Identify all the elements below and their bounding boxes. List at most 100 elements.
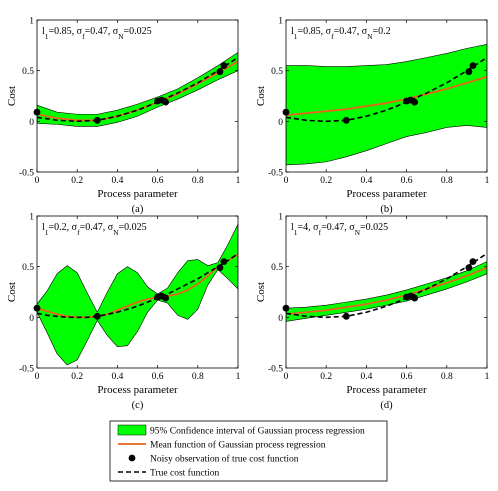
x-axis-label: Process parameter [97, 384, 178, 396]
x-tick-label: 0.2 [71, 176, 83, 186]
observation-point [411, 98, 419, 106]
observation-point [465, 264, 473, 272]
axes-box [36, 19, 239, 173]
y-tick-label: -0.5 [268, 365, 283, 375]
x-axis-label: Process parameter [346, 188, 427, 200]
observation-point [216, 264, 224, 272]
x-tick-label: 1 [236, 176, 241, 186]
observation-point [469, 62, 477, 69]
legend-item-mean: Mean function of Gaussian process regres… [118, 440, 326, 451]
panel-sublabel: (a) [132, 204, 144, 215]
observation-point [220, 62, 228, 69]
x-tick-label: 0 [284, 176, 289, 186]
x-tick-label: 0.8 [441, 372, 453, 382]
y-axis-label: Cost [6, 282, 18, 302]
legend-label: Mean function of Gaussian process regres… [150, 440, 326, 451]
legend-item-true: True cost function [118, 468, 220, 479]
x-tick-label: 0.6 [401, 176, 413, 186]
y-tick-label: 1 [278, 17, 283, 27]
confidence-band [37, 52, 238, 127]
y-tick-label: 0 [29, 118, 34, 128]
x-tick-label: 0 [35, 176, 40, 186]
x-tick-label: 0.6 [152, 176, 164, 186]
y-tick-label: 0 [278, 118, 283, 128]
true-cost-line [37, 56, 238, 123]
x-tick-label: 1 [236, 372, 241, 382]
y-tick-label: 0 [278, 314, 283, 324]
observation-point [216, 68, 224, 76]
observation-point [411, 294, 419, 302]
observation-point [93, 116, 101, 124]
legend-box [109, 420, 388, 482]
mean-line [286, 266, 487, 316]
x-axis-label: Process parameter [346, 384, 427, 396]
legend: 95% Confidence interval of Gaussian proc… [109, 420, 388, 482]
observation-point [342, 116, 350, 124]
y-tick-label: 0.5 [271, 263, 283, 273]
x-tick-label: 0.8 [441, 176, 453, 186]
legend-item-band: 95% Confidence interval of Gaussian proc… [117, 424, 365, 437]
observation-point [220, 258, 228, 265]
x-tick-label: 0.6 [401, 372, 413, 382]
panel-sublabel: (c) [132, 400, 144, 411]
observation-point [469, 258, 477, 265]
hyperparameter-annotation: l1=0.85, σf=0.47, σN=0.2 [291, 26, 391, 41]
x-tick-label: 0.4 [360, 372, 372, 382]
axes-box [285, 19, 488, 173]
true-cost-line [37, 252, 238, 319]
y-tick-label: 0.5 [22, 263, 34, 273]
x-tick-label: 0 [284, 372, 289, 382]
x-axis-label: Process parameter [97, 188, 178, 200]
y-tick-label: -0.5 [19, 365, 34, 375]
y-axis-label: Cost [255, 282, 267, 302]
mean-line [286, 75, 487, 117]
true-cost-line [286, 252, 487, 319]
x-tick-label: 0.6 [152, 372, 164, 382]
panel-sublabel: (d) [380, 400, 393, 411]
observation-point [162, 98, 170, 106]
y-tick-label: 0 [29, 314, 34, 324]
x-tick-label: 0.4 [111, 372, 123, 382]
axes-box [285, 215, 488, 369]
x-tick-label: 0.4 [111, 176, 123, 186]
observation-point [465, 68, 473, 76]
observation-point [93, 312, 101, 320]
x-tick-label: 0.2 [71, 372, 83, 382]
x-tick-label: 1 [485, 372, 490, 382]
y-tick-label: 1 [29, 213, 34, 223]
legend-swatch-obs [128, 454, 136, 462]
y-axis-label: Cost [255, 86, 267, 106]
mean-line [37, 60, 238, 122]
legend-swatch-band [117, 424, 147, 436]
legend-item-obs: Noisy observation of true cost function [128, 454, 299, 465]
y-tick-label: 1 [29, 17, 34, 27]
x-tick-label: 0.2 [320, 372, 332, 382]
legend-label: True cost function [150, 468, 220, 479]
confidence-band [286, 44, 487, 166]
y-tick-label: 1 [278, 213, 283, 223]
x-tick-label: 1 [485, 176, 490, 186]
axes-box [36, 215, 239, 369]
y-tick-label: 0.5 [22, 67, 34, 77]
panel-sublabel: (b) [380, 204, 393, 215]
legend-label: 95% Confidence interval of Gaussian proc… [150, 426, 365, 437]
observation-point [342, 312, 350, 320]
x-tick-label: 0.2 [320, 176, 332, 186]
x-tick-label: 0.4 [360, 176, 372, 186]
x-tick-label: 0.8 [192, 176, 204, 186]
legend-label: Noisy observation of true cost function [150, 454, 299, 465]
y-axis-label: Cost [6, 86, 18, 106]
observation-point [162, 294, 170, 302]
x-tick-label: 0 [35, 372, 40, 382]
y-tick-label: -0.5 [19, 169, 34, 179]
hyperparameter-annotation: l1=0.85, σf=0.47, σN=0.025 [42, 26, 152, 41]
y-tick-label: 0.5 [271, 67, 283, 77]
hyperparameter-annotation: l1=0.2, σf=0.47, σN=0.025 [42, 222, 147, 237]
confidence-band [286, 261, 487, 322]
